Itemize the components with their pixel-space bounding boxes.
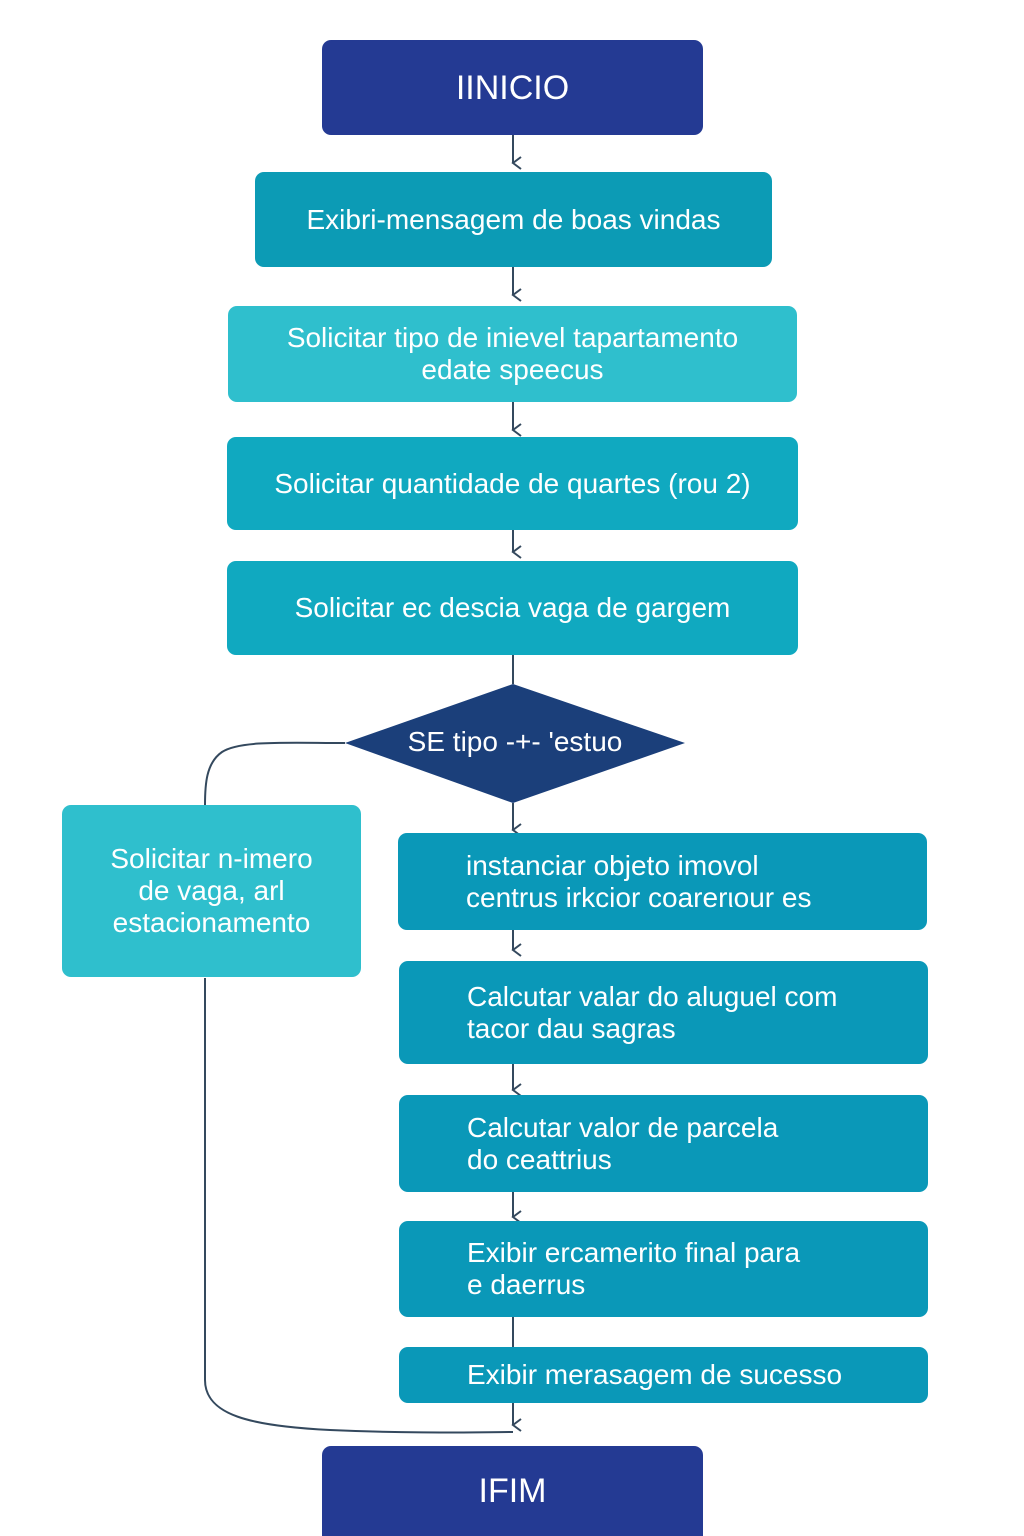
step-request-rooms: Solicitar quantidade de quartes (rou 2) (227, 437, 798, 530)
step-type-label-line1: Solicitar tipo de inievel tapartamento (286, 322, 739, 353)
end-label: IFIM (478, 1472, 547, 1510)
line-decision-side-branch (204, 741, 346, 806)
step-instance-label-line1: instanciar objeto imovol (466, 849, 759, 881)
step-budget-label-line2: e daerrus (467, 1269, 586, 1300)
step-installment-label-line1: Calcutar valor de parcela (467, 1111, 779, 1143)
start-terminal: IINICIO (322, 40, 703, 135)
step-rooms-label: Solicitar quantidade de quartes (rou 2) (274, 467, 751, 499)
step-welcome-label: Exibri-mensagem de boas vindas (306, 203, 721, 235)
step-installment-label-line2: do ceattrius (467, 1143, 612, 1175)
decision-diamond (345, 684, 685, 803)
side-branch-parking-spot: Solicitar n-imero de vaga, arl estaciona… (62, 805, 361, 977)
side-branch-label-line3: estacionamento (112, 907, 311, 938)
step-budget-label-line1: Exibir ercamerito final para (467, 1237, 801, 1268)
side-branch-label-line2: de vaga, arl (138, 875, 285, 906)
step-request-property-type: Solicitar tipo de inievel tapartamento e… (228, 306, 797, 402)
step-show-budget: Exibir ercamerito final para e daerrus (399, 1221, 928, 1317)
step-calculate-installment: Calcutar valor de parcela do ceattrius (399, 1095, 928, 1192)
step-instance-label-line2: centrus irkcior coarerιour es (466, 881, 812, 913)
step-instantiate-object: instanciar objeto imovol centrus irkcior… (398, 833, 927, 930)
side-branch-label-line1: Solicitar n-imero (110, 843, 313, 874)
step-success-label: Exibir merasagem de sucesso (467, 1359, 843, 1390)
end-terminal: IFIM (322, 1446, 703, 1536)
line-side-branch-merge (204, 978, 514, 1434)
start-label: IINICIO (455, 68, 570, 107)
step-rent-label-line1: Calcutar valar do aluguel com (467, 980, 838, 1012)
step-request-garage: Solicitar ec descia vaga de gargem (227, 561, 798, 655)
step-success-message: Exibir merasagem de sucesso (399, 1347, 928, 1403)
step-rent-label-line2: tacor dau sagras (467, 1012, 676, 1044)
step-calculate-rent: Calcutar valar do aluguel com tacor dau … (399, 961, 928, 1064)
step-type-label-line2: edate speecus (421, 354, 604, 385)
decision-label: SE tipo -+- 'estuo (407, 726, 623, 757)
step-garage-label: Solicitar ec descia vaga de gargem (294, 592, 731, 623)
step-welcome-message: Exibri-mensagem de boas vindas (255, 172, 772, 267)
